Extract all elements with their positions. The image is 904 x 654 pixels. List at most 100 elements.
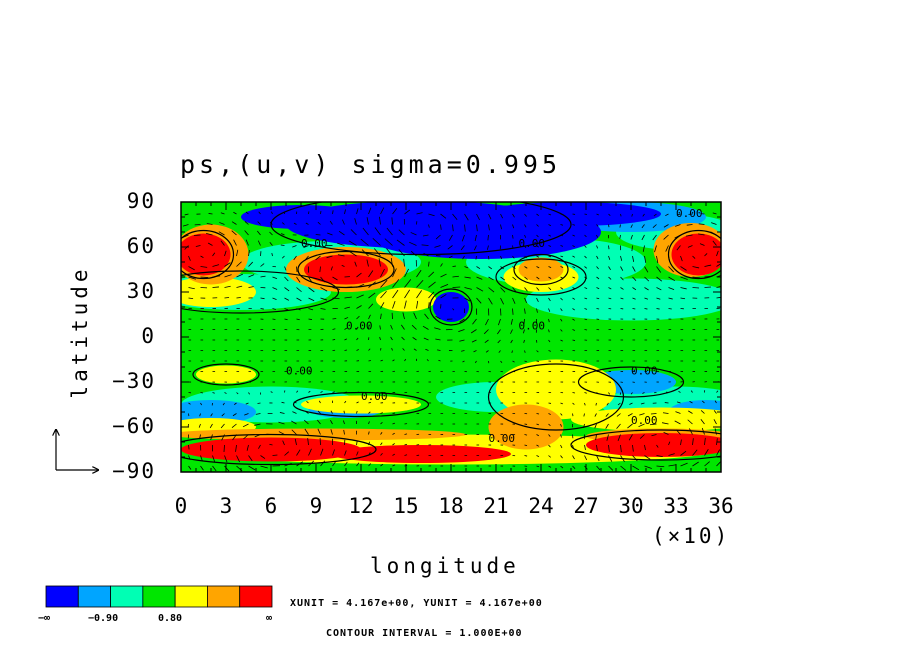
wind-arrow — [411, 324, 417, 330]
wind-arrow — [710, 231, 717, 236]
wind-arrow — [233, 239, 237, 246]
wind-arrow — [644, 297, 649, 300]
wind-arrow — [260, 308, 264, 310]
wind-arrow — [644, 465, 652, 469]
wind-arrow — [473, 350, 477, 353]
wind-arrow — [293, 401, 297, 404]
wind-arrow — [500, 297, 505, 305]
wind-arrow — [572, 266, 576, 269]
wind-arrow — [368, 292, 376, 299]
wind-arrow — [608, 392, 611, 395]
wind-arrow — [632, 287, 637, 291]
wind-arrow — [224, 297, 230, 299]
y-tick-label: −60 — [112, 414, 156, 438]
wind-arrow — [254, 434, 261, 438]
wind-arrow — [548, 266, 552, 268]
wind-arrow — [308, 308, 314, 311]
wind-arrow — [199, 413, 201, 417]
wind-arrow — [317, 410, 321, 414]
wind-arrow — [296, 266, 298, 273]
wind-arrow — [269, 221, 273, 225]
wind-arrow — [572, 245, 575, 248]
wind-arrow — [498, 350, 501, 353]
wind-arrow — [536, 245, 539, 248]
wind-arrow — [692, 449, 698, 456]
wind-arrow — [182, 234, 189, 239]
wind-arrow — [412, 337, 417, 341]
wind-arrow — [258, 211, 261, 215]
wind-arrow — [674, 420, 681, 425]
wind-arrow — [260, 263, 265, 267]
wind-arrow — [372, 238, 381, 246]
wind-arrow — [692, 276, 701, 279]
wind-arrow — [680, 439, 682, 446]
wind-arrow — [488, 276, 494, 281]
wind-arrow — [447, 245, 453, 250]
wind-arrow — [680, 266, 687, 271]
wind-arrow — [356, 326, 359, 330]
wind-arrow — [536, 234, 539, 238]
wind-arrow — [486, 245, 489, 250]
wind-arrow — [306, 400, 309, 404]
wind-arrow — [668, 441, 671, 446]
wind-arrow — [661, 422, 669, 425]
wind-arrow — [608, 444, 610, 452]
wind-arrow — [221, 413, 225, 417]
wind-arrow — [344, 349, 348, 351]
wind-arrow — [428, 281, 436, 288]
wind-arrow — [500, 287, 506, 293]
wind-arrow — [476, 297, 482, 304]
wind-arrow — [428, 271, 435, 278]
wind-arrow — [584, 287, 588, 289]
wind-arrow — [337, 254, 345, 257]
wind-arrow — [440, 224, 442, 230]
contour-label: 0.00 — [631, 414, 658, 427]
wind-arrow — [188, 266, 195, 271]
wind-arrow — [632, 266, 636, 272]
field-map — [181, 202, 721, 472]
wind-arrow — [242, 423, 249, 428]
wind-arrow — [620, 287, 624, 290]
wind-arrow — [348, 240, 357, 246]
wind-arrow — [209, 423, 213, 429]
wind-arrow — [368, 401, 372, 404]
wind-arrow — [452, 286, 461, 288]
wind-arrow — [608, 287, 612, 290]
wind-arrow — [308, 287, 315, 293]
wind-arrow — [605, 423, 609, 429]
wind-arrow — [584, 308, 588, 310]
x-tick-label: 9 — [309, 494, 323, 518]
wind-arrow — [380, 302, 385, 309]
wind-arrow — [257, 240, 261, 246]
wind-arrow — [256, 230, 261, 236]
wind-arrow — [629, 402, 633, 405]
wind-arrow — [343, 410, 345, 414]
wind-arrow — [296, 449, 301, 456]
wind-arrow — [200, 255, 204, 258]
wind-arrow — [536, 455, 540, 457]
contour-line — [270, 202, 572, 256]
wind-arrow — [435, 234, 441, 240]
wind-arrow — [572, 297, 576, 300]
contour-label: 0.00 — [676, 207, 703, 220]
wind-arrow — [368, 281, 376, 288]
wind-arrow — [668, 276, 676, 282]
wind-arrow — [512, 287, 517, 293]
wind-arrow — [320, 460, 326, 467]
wind-arrow — [380, 279, 388, 288]
wind-arrow — [663, 432, 669, 435]
field-region — [376, 287, 436, 312]
wind-arrow — [572, 402, 575, 405]
wind-arrow — [644, 287, 649, 291]
wind-arrow — [278, 421, 285, 425]
wind-arrow — [700, 419, 705, 425]
wind-arrow — [379, 325, 381, 330]
wind-arrow — [596, 224, 599, 227]
x-tick-label: 27 — [573, 494, 599, 518]
wind-arrow — [548, 308, 551, 312]
wind-arrow — [596, 234, 598, 238]
wind-arrow — [560, 255, 564, 258]
wind-arrow — [392, 443, 395, 446]
wind-arrow — [630, 224, 633, 228]
wind-arrow — [572, 339, 576, 341]
